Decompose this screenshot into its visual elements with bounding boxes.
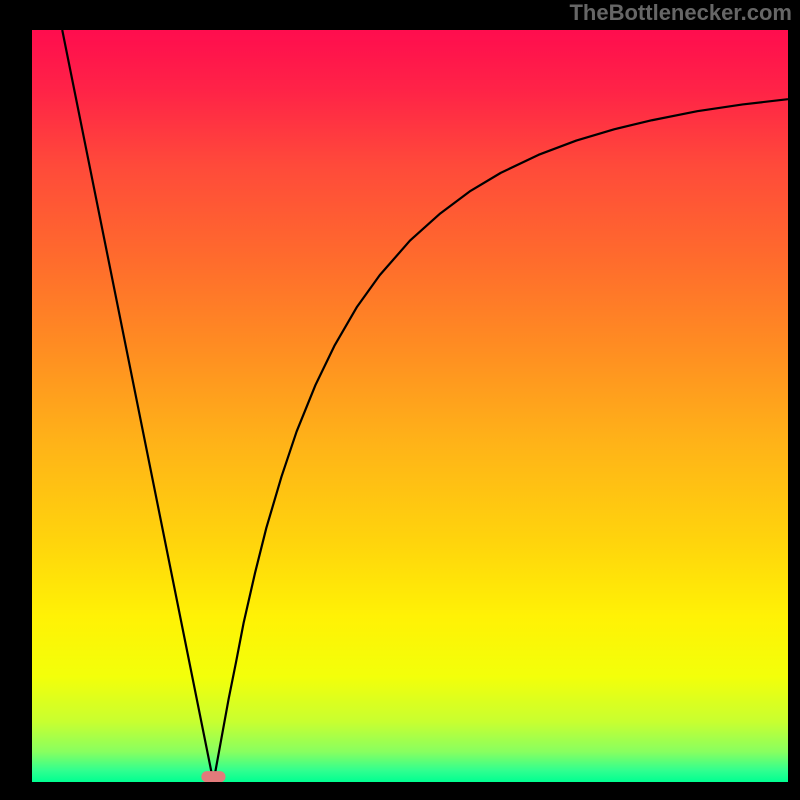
figure-container: TheBottlenecker.com xyxy=(0,0,800,800)
watermark-text: TheBottlenecker.com xyxy=(569,0,792,26)
optimal-marker xyxy=(201,771,225,782)
plot-area xyxy=(32,30,788,782)
gradient-background xyxy=(32,30,788,782)
